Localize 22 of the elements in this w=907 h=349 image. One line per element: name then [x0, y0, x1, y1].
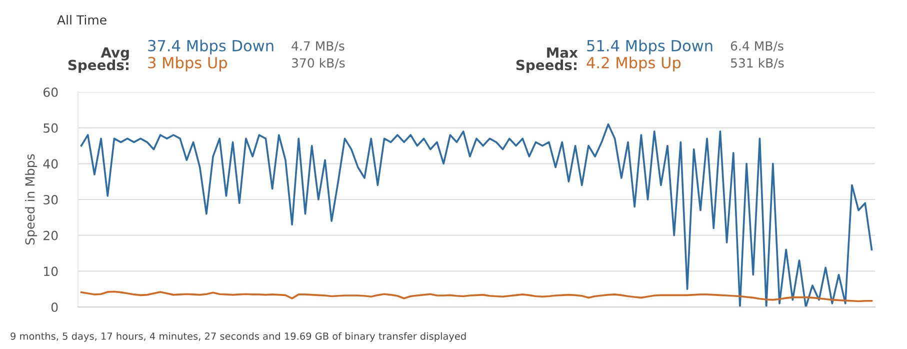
text: 9 months, 5 days, 17 hours, 4 minutes, 27 seconds and 19.69 GB of binary transfer displayed	[10, 332, 466, 342]
y-tick-label: 30	[44, 194, 58, 204]
y-tick-label: 0	[51, 302, 58, 312]
y-tick-label: 20	[44, 230, 58, 240]
y-tick-label: 10	[44, 266, 58, 276]
line-series	[80, 290, 873, 302]
y-axis-title: Speed in Mbps	[24, 154, 38, 245]
text: 51.4 Mbps Down	[587, 40, 712, 54]
text: 370 kB/s	[292, 58, 345, 69]
y-tick-label: 40	[43, 159, 58, 169]
y-tick-label: 60	[44, 87, 58, 97]
text: 37.4 Mbps Down	[148, 40, 274, 54]
text: Max Speeds:	[516, 48, 578, 73]
chart-title: All Time	[57, 14, 106, 25]
y-tick-label: 50	[44, 123, 58, 133]
line-series	[80, 123, 873, 307]
text: 4.7 MB/s	[292, 41, 344, 52]
text: 4.2 Mbps Up	[586, 56, 681, 72]
text: 3 Mbps Up	[148, 56, 228, 72]
text: 531 kB/s	[730, 58, 784, 69]
text: Avg Speeds:	[68, 47, 129, 73]
text: 6.4 MB/s	[730, 41, 784, 52]
